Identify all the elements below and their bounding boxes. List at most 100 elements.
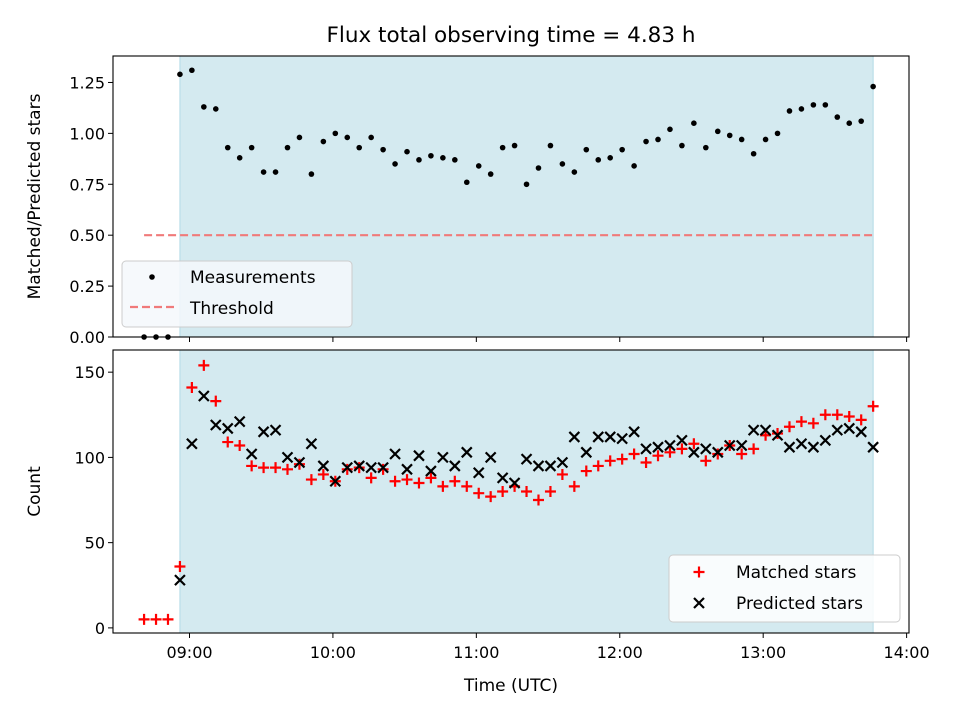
- data-point: [592, 460, 604, 472]
- data-point: [819, 409, 831, 421]
- x-tick-label: 13:00: [740, 643, 786, 662]
- data-point: [762, 136, 769, 143]
- data-point: [616, 432, 628, 445]
- data-point: [819, 434, 832, 447]
- data-point: [595, 157, 602, 163]
- data-point: [771, 429, 784, 442]
- data-point: [726, 132, 733, 139]
- data-point: [523, 181, 530, 188]
- ratio-panel: 0.00 0.25 0.50 0.75 1.00 1.25 Matched/Predict…: [25, 55, 910, 347]
- data-point: [356, 144, 363, 151]
- data-point: [162, 613, 174, 625]
- legend-marker-predicted: [693, 597, 705, 609]
- data-point: [855, 414, 867, 426]
- data-point: [413, 477, 425, 489]
- data-point: [308, 171, 315, 177]
- x-tick-label: 09:00: [166, 643, 212, 662]
- data-point: [449, 475, 461, 487]
- data-point: [795, 437, 808, 450]
- data-point: [401, 474, 413, 486]
- data-point: [353, 462, 365, 474]
- data-point: [700, 455, 712, 467]
- y-tick-label: 0.25: [69, 277, 105, 296]
- ratio-panel-ylabel: Matched/Predicted stars: [25, 93, 45, 299]
- data-point: [365, 461, 377, 474]
- data-point: [485, 491, 497, 503]
- data-point: [628, 426, 640, 438]
- data-point: [831, 424, 844, 436]
- data-point: [392, 161, 398, 167]
- data-point: [246, 460, 258, 472]
- data-point: [535, 165, 542, 171]
- legend-label-threshold: Threshold: [189, 299, 274, 319]
- data-point: [368, 134, 374, 141]
- data-point: [676, 443, 688, 455]
- ratio-legend: Measurements Threshold: [121, 260, 353, 328]
- y-tick-label: 1.00: [69, 124, 105, 143]
- data-point: [198, 390, 210, 402]
- data-point: [389, 448, 401, 460]
- legend-marker-measurements: [149, 274, 155, 280]
- data-point: [846, 120, 853, 126]
- data-point: [332, 130, 339, 137]
- data-point: [317, 468, 329, 480]
- data-point: [186, 382, 198, 394]
- data-point: [652, 441, 664, 453]
- data-point: [774, 130, 781, 137]
- data-point: [284, 144, 291, 151]
- data-point: [655, 136, 661, 143]
- data-point: [711, 446, 724, 459]
- data-point: [822, 102, 829, 108]
- data-point: [305, 437, 318, 450]
- data-point: [222, 436, 234, 448]
- data-point: [234, 439, 246, 451]
- data-point: [834, 114, 841, 120]
- data-point: [270, 462, 282, 474]
- axes-frame: [112, 55, 910, 338]
- data-point: [449, 460, 461, 472]
- data-point: [210, 419, 222, 431]
- data-point: [344, 134, 351, 141]
- data-point: [353, 460, 365, 472]
- data-point: [511, 142, 518, 149]
- data-point: [416, 157, 422, 163]
- data-point: [404, 148, 410, 155]
- data-point: [867, 441, 879, 453]
- data-point: [473, 487, 485, 499]
- data-point: [221, 422, 234, 435]
- series-predicted-stars: [174, 390, 879, 586]
- data-point: [759, 424, 772, 436]
- data-point: [810, 102, 817, 108]
- data-point: [475, 163, 482, 169]
- data-point: [496, 472, 509, 484]
- y-tick-label: 1.25: [69, 73, 105, 92]
- legend-box: [121, 260, 353, 328]
- data-point: [174, 574, 186, 586]
- data-point: [738, 136, 745, 143]
- data-point: [607, 155, 614, 161]
- data-point: [544, 460, 557, 472]
- data-point: [640, 443, 652, 455]
- data-point: [437, 480, 449, 492]
- data-point: [795, 416, 807, 428]
- data-point: [174, 561, 186, 573]
- data-point: [750, 150, 757, 157]
- data-point: [652, 450, 664, 462]
- data-point: [521, 486, 533, 497]
- data-point: [628, 448, 640, 460]
- x-tick-label: 10:00: [310, 643, 356, 662]
- data-point: [747, 424, 760, 436]
- data-point: [604, 455, 616, 467]
- data-point: [616, 453, 628, 465]
- data-point: [329, 475, 342, 488]
- data-point: [783, 421, 795, 433]
- data-point: [377, 461, 389, 474]
- data-point: [532, 460, 545, 472]
- data-point: [189, 67, 195, 74]
- data-point: [786, 108, 793, 114]
- data-point: [341, 463, 353, 475]
- count-legend: Matched stars Predicted stars: [668, 554, 901, 623]
- data-point: [224, 144, 231, 151]
- data-point: [461, 446, 473, 459]
